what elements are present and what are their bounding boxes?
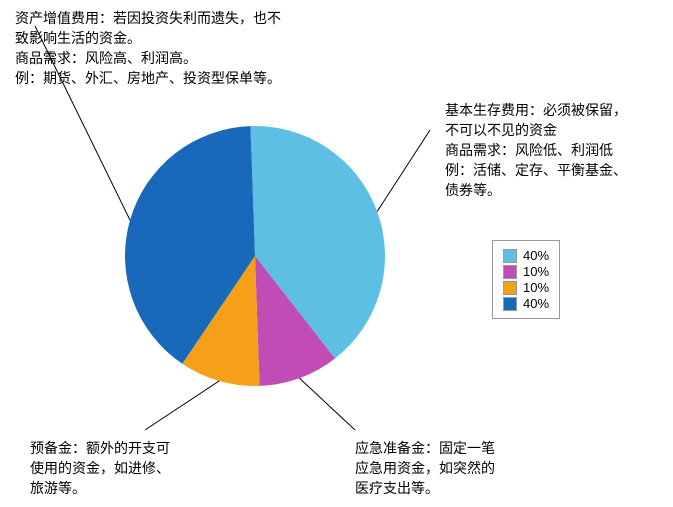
legend-swatch bbox=[503, 281, 517, 295]
legend-label: 40% bbox=[523, 248, 549, 263]
label-line: 医疗支出等。 bbox=[355, 478, 495, 498]
legend-item: 40% bbox=[503, 248, 549, 263]
label-line: 商品需求：风险高、利润高。 bbox=[15, 48, 281, 68]
leader-line bbox=[145, 381, 219, 430]
label-line: 不可以不见的资金 bbox=[445, 120, 627, 140]
legend-label: 10% bbox=[523, 280, 549, 295]
label-line: 例：活储、定存、平衡基金、 bbox=[445, 160, 627, 180]
label-line: 商品需求：风险低、利润低 bbox=[445, 140, 627, 160]
leader-line bbox=[299, 378, 355, 430]
leader-line bbox=[377, 130, 430, 212]
slice-label-reserve-fund: 预备金：额外的开支可使用的资金，如进修、旅游等。 bbox=[30, 438, 170, 498]
chart-legend: 40%10%10%40% bbox=[492, 240, 560, 319]
legend-item: 10% bbox=[503, 264, 549, 279]
legend-label: 40% bbox=[523, 296, 549, 311]
pie-chart-container: 基本生存费用：必须被保留，不可以不见的资金商品需求：风险低、利润低例：活储、定存… bbox=[0, 0, 673, 502]
label-line: 例：期货、外汇、房地产、投资型保单等。 bbox=[15, 68, 281, 88]
label-line: 基本生存费用：必须被保留， bbox=[445, 100, 627, 120]
label-line: 债券等。 bbox=[445, 180, 627, 200]
label-line: 致影响生活的资金。 bbox=[15, 28, 281, 48]
label-line: 应急用资金，如突然的 bbox=[355, 458, 495, 478]
legend-swatch bbox=[503, 297, 517, 311]
legend-item: 10% bbox=[503, 280, 549, 295]
legend-swatch bbox=[503, 249, 517, 263]
slice-label-asset-growth: 资产增值费用：若因投资失利而遗失，也不致影响生活的资金。商品需求：风险高、利润高… bbox=[15, 8, 281, 88]
label-line: 预备金：额外的开支可 bbox=[30, 438, 170, 458]
legend-item: 40% bbox=[503, 296, 549, 311]
legend-label: 10% bbox=[523, 264, 549, 279]
legend-swatch bbox=[503, 265, 517, 279]
slice-label-basic-living: 基本生存费用：必须被保留，不可以不见的资金商品需求：风险低、利润低例：活储、定存… bbox=[445, 100, 627, 200]
label-line: 旅游等。 bbox=[30, 478, 170, 498]
label-line: 使用的资金，如进修、 bbox=[30, 458, 170, 478]
slice-label-emergency-fund: 应急准备金：固定一笔应急用资金，如突然的医疗支出等。 bbox=[355, 438, 495, 498]
label-line: 资产增值费用：若因投资失利而遗失，也不 bbox=[15, 8, 281, 28]
label-line: 应急准备金：固定一笔 bbox=[355, 438, 495, 458]
